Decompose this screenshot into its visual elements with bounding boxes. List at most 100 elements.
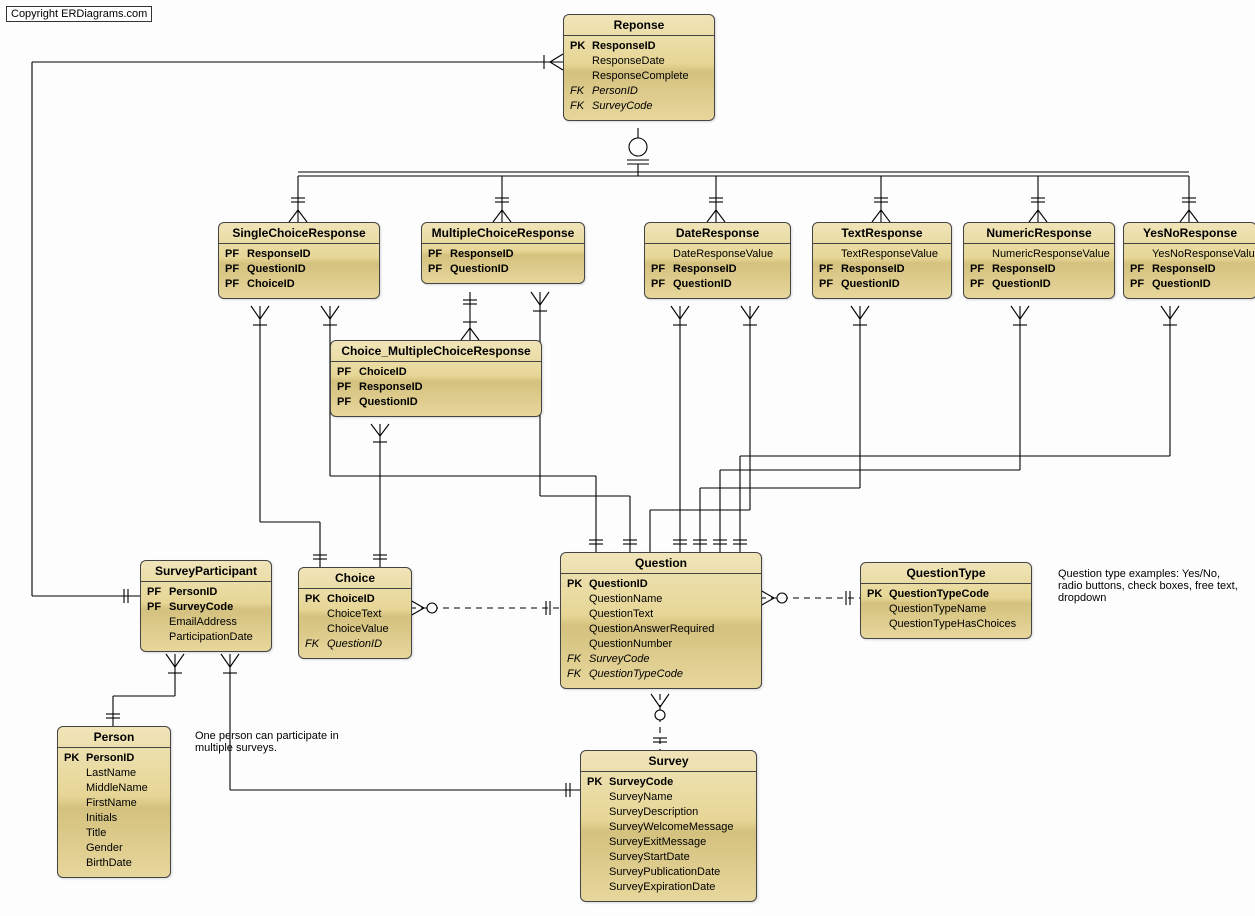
row-name: ResponseComplete [592,69,689,84]
entity-attrs: PFResponseIDPFQuestionIDPFChoiceID [219,244,379,298]
row-tag: PK [64,751,86,766]
note-question-type: Question type examples: Yes/No, radio bu… [1058,568,1238,604]
entity-row: SurveyExpirationDate [587,880,750,895]
row-name: SurveyCode [592,99,653,114]
row-tag [1130,247,1152,262]
row-tag [305,607,327,622]
row-name: DateResponseValue [673,247,773,262]
entity-row: FKPersonID [570,84,708,99]
row-tag: PF [651,277,673,292]
response-fanout [289,164,1198,222]
entity-row: MiddleName [64,781,164,796]
row-tag: PF [819,277,841,292]
row-tag [867,602,889,617]
row-tag: PK [587,775,609,790]
row-name: SurveyStartDate [609,850,690,865]
row-tag [64,811,86,826]
row-name: QuestionID [841,277,900,292]
row-name: Gender [86,841,123,856]
row-tag: PK [570,39,592,54]
entity-row: FKSurveyCode [567,652,755,667]
row-name: SurveyCode [589,652,650,667]
row-name: SurveyPublicationDate [609,865,720,880]
row-tag [305,622,327,637]
entity-surveypart: SurveyParticipantPFPersonIDPFSurveyCodeE… [140,560,272,652]
entity-attrs: YesNoResponseValuePFResponseIDPFQuestion… [1124,244,1255,298]
entity-row: SurveyWelcomeMessage [587,820,750,835]
row-name: QuestionNumber [589,637,672,652]
row-name: QuestionID [673,277,732,292]
entity-attrs: DateResponseValuePFResponseIDPFQuestionI… [645,244,790,298]
row-name: QuestionID [247,262,306,277]
entity-row: ParticipationDate [147,630,265,645]
row-tag [587,865,609,880]
entity-row: PFQuestionID [337,395,535,410]
row-name: ResponseID [1152,262,1216,277]
row-name: Title [86,826,106,841]
row-name: ResponseID [592,39,656,54]
row-tag [64,766,86,781]
entity-row: TextResponseValue [819,247,945,262]
entity-ynresp: YesNoResponseYesNoResponseValuePFRespons… [1123,222,1255,299]
row-tag: PF [337,380,359,395]
row-tag: PF [1130,277,1152,292]
entity-single: SingleChoiceResponsePFResponseIDPFQuesti… [218,222,380,299]
entity-row: PFResponseID [1130,262,1250,277]
entity-row: QuestionAnswerRequired [567,622,755,637]
entity-title: QuestionType [861,563,1031,584]
entity-row: FirstName [64,796,164,811]
row-name: ResponseID [247,247,311,262]
entity-title: SingleChoiceResponse [219,223,379,244]
row-tag [570,54,592,69]
edge-single-choice [251,306,327,567]
entity-row: PFQuestionID [428,262,578,277]
entity-row: PFQuestionID [225,262,373,277]
entity-row: QuestionText [567,607,755,622]
row-name: SurveyDescription [609,805,698,820]
entity-row: PKResponseID [570,39,708,54]
entity-attrs: PFPersonIDPFSurveyCodeEmailAddressPartic… [141,582,271,651]
row-name: ResponseID [841,262,905,277]
row-name: SurveyCode [169,600,233,615]
row-name: ChoiceID [247,277,295,292]
entity-title: Reponse [564,15,714,36]
entity-choice: ChoicePKChoiceIDChoiceTextChoiceValueFKQ… [298,567,412,659]
entity-row: FKSurveyCode [570,99,708,114]
row-tag [64,781,86,796]
row-name: ResponseDate [592,54,665,69]
entity-row: YesNoResponseValue [1130,247,1250,262]
entity-attrs: PFChoiceIDPFResponseIDPFQuestionID [331,362,541,416]
entity-dateresp: DateResponseDateResponseValuePFResponseI… [644,222,791,299]
row-name: QuestionAnswerRequired [589,622,714,637]
row-name: QuestionID [1152,277,1211,292]
entity-row: PFQuestionID [970,277,1108,292]
entity-row: PFQuestionID [651,277,784,292]
entity-title: DateResponse [645,223,790,244]
row-tag [970,247,992,262]
entity-numresp: NumericResponseNumericResponseValuePFRes… [963,222,1115,299]
row-name: SurveyExpirationDate [609,880,715,895]
row-name: ResponseID [992,262,1056,277]
entity-response: Reponse PKResponseIDResponseDateResponseC… [563,14,715,121]
entity-title: YesNoResponse [1124,223,1255,244]
entity-row: FKQuestionID [305,637,405,652]
entity-row: SurveyName [587,790,750,805]
entity-row: PFResponseID [428,247,578,262]
entity-title: Question [561,553,761,574]
row-tag: PF [651,262,673,277]
row-tag [651,247,673,262]
edge-sp-survey [221,654,580,797]
entity-row: PKQuestionID [567,577,755,592]
edge-num-question [713,306,1029,552]
edge-choice-question-ends [410,600,550,616]
entity-attrs: TextResponseValuePFResponseIDPFQuestionI… [813,244,951,298]
row-tag: PF [225,247,247,262]
entity-attrs: PKChoiceIDChoiceTextChoiceValueFKQuestio… [299,589,411,658]
entity-row: PFSurveyCode [147,600,265,615]
row-tag: FK [567,652,589,667]
edge-multi-cmcr [461,292,479,340]
row-name: NumericResponseValue [992,247,1110,262]
row-name: FirstName [86,796,137,811]
entity-title: Survey [581,751,756,772]
row-tag: PF [819,262,841,277]
